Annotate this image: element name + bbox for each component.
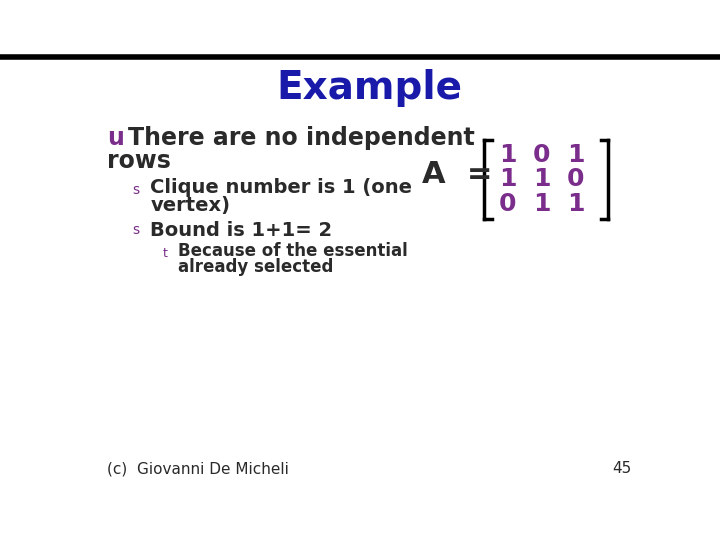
Text: s: s: [132, 223, 139, 237]
Text: (c)  Giovanni De Micheli: (c) Giovanni De Micheli: [107, 462, 289, 476]
Text: Clique number is 1 (one: Clique number is 1 (one: [150, 178, 413, 197]
Text: 1: 1: [499, 167, 516, 191]
Text: 1: 1: [534, 167, 551, 191]
Text: Because of the essential: Because of the essential: [178, 242, 408, 260]
Text: vertex): vertex): [150, 196, 230, 215]
Text: 0: 0: [534, 143, 551, 167]
Text: Bound is 1+1= 2: Bound is 1+1= 2: [150, 221, 333, 240]
Text: 1: 1: [534, 192, 551, 215]
Text: 0: 0: [567, 167, 584, 191]
Text: 45: 45: [612, 462, 631, 476]
Text: s: s: [132, 183, 139, 197]
Text: u: u: [107, 126, 124, 150]
Text: 0: 0: [499, 192, 516, 215]
Text: Example: Example: [276, 69, 462, 107]
Text: A  =: A =: [422, 160, 492, 190]
Text: 1: 1: [567, 143, 584, 167]
Text: t: t: [163, 247, 168, 260]
Text: 1: 1: [499, 143, 516, 167]
Text: There are no independent: There are no independent: [128, 126, 474, 150]
Text: already selected: already selected: [178, 258, 333, 276]
Text: rows: rows: [107, 149, 171, 173]
Text: 1: 1: [567, 192, 584, 215]
